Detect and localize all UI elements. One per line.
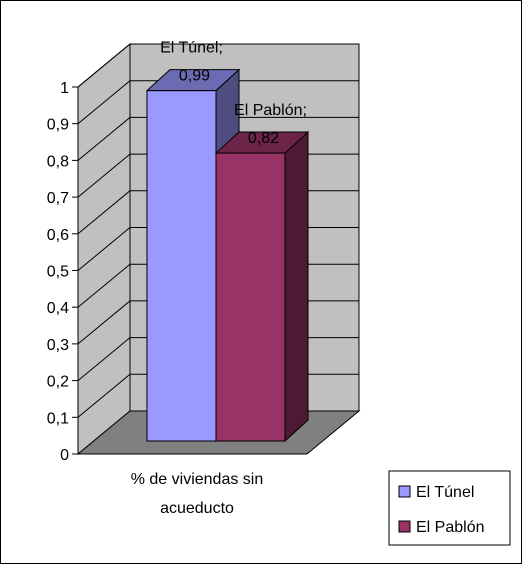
legend-box [388, 470, 511, 546]
legend: El Túnel El Pablón [388, 470, 511, 546]
bars [145, 68, 310, 443]
legend-label-el-pablon: El Pablón [416, 519, 485, 536]
legend-label-el-tunel: El Túnel [416, 484, 474, 501]
gridline [77, 116, 359, 161]
bar-el-tunel [146, 90, 217, 442]
gridline [77, 43, 359, 88]
gridline [77, 80, 359, 125]
y-tick-label: 0,2 [47, 374, 69, 391]
data-label-name-el-tunel: El Túnel; [160, 40, 223, 57]
y-tick-label: 1 [60, 80, 69, 97]
data-label-value-el-pablon: 0,82 [248, 130, 279, 147]
data-label-value-el-tunel: 0,99 [179, 68, 210, 85]
y-tick-label: 0 [60, 447, 69, 464]
y-tick-label: 0,1 [47, 410, 69, 427]
bar-el-pablon [215, 152, 286, 442]
data-labels: El Túnel; 0,99 El Pablón; 0,82 [160, 40, 307, 147]
bar-side-el-pablon [284, 130, 309, 443]
y-tick-label: 0,7 [47, 190, 69, 207]
legend-swatch-el-tunel [398, 485, 411, 498]
y-tick-label: 0,6 [47, 227, 69, 244]
data-label-name-el-pablon: El Pablón; [234, 102, 307, 119]
y-axis: 0 0,1 0,2 0,3 0,4 0,5 0,6 0,7 0,8 0,9 1 [47, 80, 79, 464]
y-tick-label: 0,5 [47, 264, 69, 281]
y-tick-label: 0,8 [47, 153, 69, 170]
y-tick-label: 0,4 [47, 300, 69, 317]
x-category-label-line-2: acueducto [160, 500, 234, 517]
x-category-label-line-1: % de viviendas sin [131, 471, 264, 488]
y-tick-label: 0,9 [47, 117, 69, 134]
legend-swatch-el-pablon [398, 520, 411, 533]
y-tick-label: 0,3 [47, 337, 69, 354]
